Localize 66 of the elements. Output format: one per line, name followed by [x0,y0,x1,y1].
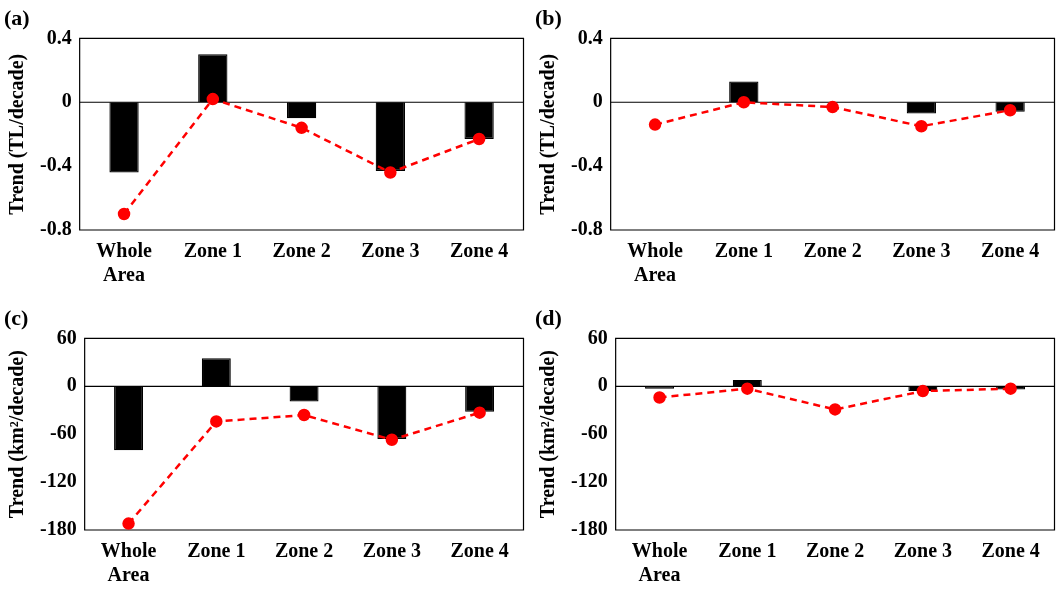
y-tick-label: 0 [61,89,72,112]
x-tick-label: Zone 3 [362,539,422,562]
x-tick-label: Zone 1 [183,239,242,262]
x-tick-label: Zone 3 [892,239,951,262]
chart-title: (a) [4,4,30,30]
point [384,166,397,179]
y-axis-title: Trend (km²/decade) [5,350,29,519]
x-tick-label: Zone 2 [803,239,862,262]
chart-title: (c) [4,304,29,330]
x-tick-label: Zone 4 [450,539,509,562]
y-tick-label: 0.4 [577,25,603,48]
point [295,121,308,135]
point [1003,104,1017,117]
point [1004,382,1017,395]
point [828,403,842,416]
point [385,433,399,447]
y-tick-label: -0.8 [570,217,603,240]
x-tick-label: Zone 4 [981,539,1040,562]
point [122,517,135,530]
x-tick-label: Zone 4 [449,239,509,262]
x-tick-label: Whole Area [96,239,152,286]
point [297,408,311,422]
y-tick-label: -0.4 [39,153,72,176]
y-tick-label: -0.4 [570,153,603,176]
point [210,415,223,428]
point [648,118,662,131]
y-tick-label: 0.4 [46,25,72,48]
y-tick-label: -120 [570,469,608,492]
chart-title: (d) [535,304,562,330]
y-tick-label: 60 [587,325,608,348]
x-tick-label: Zone 2 [274,539,334,562]
y-tick-label: -0.8 [39,217,72,240]
y-tick-label: -60 [49,421,77,444]
point [737,96,751,109]
x-tick-label: Zone 1 [187,539,246,562]
point [741,382,754,395]
y-tick-label: 0 [66,373,77,396]
point [117,207,131,221]
y-tick-label: -120 [39,469,77,492]
y-tick-label: 0 [597,373,608,396]
point [472,132,486,146]
point [206,92,220,106]
point [826,100,839,114]
chart-title: (b) [535,4,562,30]
x-tick-label: Whole Area [100,539,157,586]
y-tick-label: 0 [592,89,603,112]
y-axis-title: Trend (TL/decade) [536,53,560,215]
x-tick-label: Zone 2 [272,239,331,262]
y-axis-title: Trend (TL/decade) [5,53,29,215]
x-tick-label: Zone 1 [714,239,773,262]
point [916,384,930,398]
x-tick-label: Zone 3 [893,539,953,562]
y-tick-label: 60 [56,325,77,348]
x-tick-label: Zone 1 [718,539,777,562]
x-tick-label: Zone 4 [980,239,1040,262]
y-tick-label: -180 [570,517,608,540]
point [915,119,928,133]
point [653,391,666,404]
y-axis-title: Trend (km²/decade) [536,350,560,519]
y-tick-label: -180 [39,517,77,540]
y-tick-label: -60 [580,421,608,444]
x-tick-label: Zone 3 [361,239,420,262]
point [473,406,486,419]
x-tick-label: Zone 2 [805,539,865,562]
x-tick-label: Whole Area [627,239,683,286]
x-tick-label: Whole Area [631,539,688,586]
